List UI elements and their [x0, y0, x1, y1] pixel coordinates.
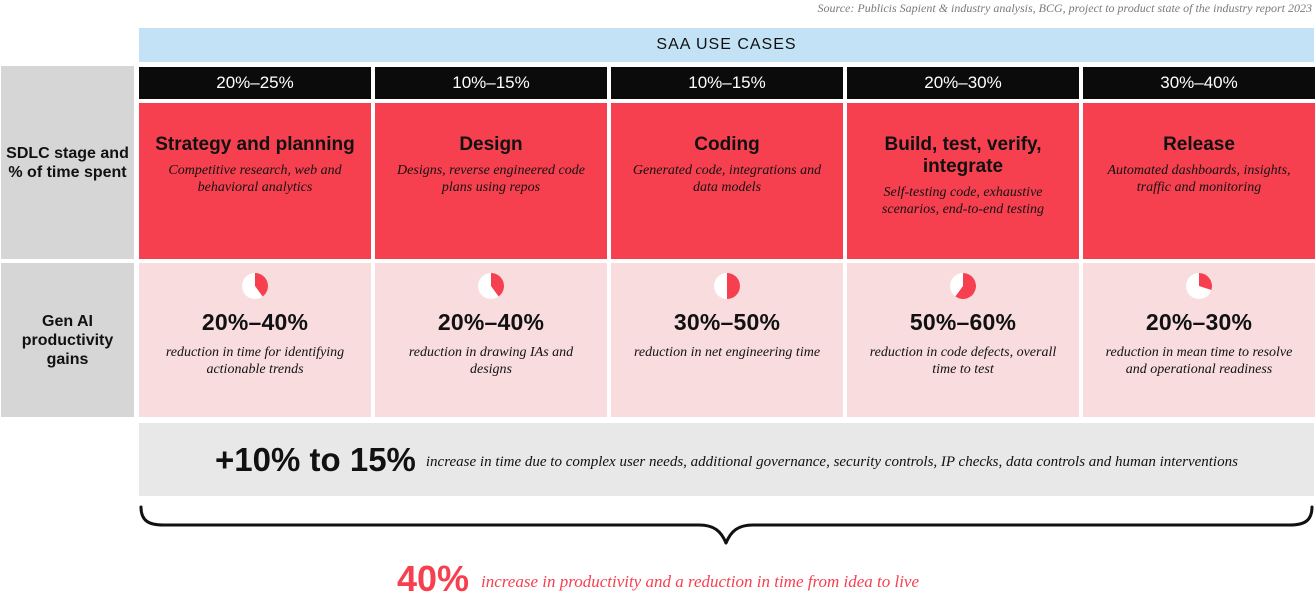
gain-card: 20%–40% reduction in drawing IAs and des… [375, 263, 607, 417]
gain-description: reduction in code defects, overall time … [869, 345, 1057, 377]
stage-description: Competitive research, web and behavioral… [168, 163, 342, 195]
pie-chart-icon [242, 273, 268, 299]
pie-chart-icon [714, 273, 740, 299]
gain-card: 20%–30% reduction in mean time to resolv… [1083, 263, 1315, 417]
time-spent-percent: 10%–15% [375, 67, 607, 99]
stage-title: Design [459, 134, 523, 155]
stage-card: Design Designs, reverse engineered code … [375, 103, 607, 259]
pie-slice [955, 273, 976, 299]
stage-title: Release [1163, 134, 1235, 155]
stage-card: Release Automated dashboards, insights, … [1083, 103, 1315, 259]
stage-card: Strategy and planning Competitive resear… [139, 103, 371, 259]
use-cases-header: SAA USE CASES [139, 28, 1314, 62]
time-spent-percent: 20%–30% [847, 67, 1079, 99]
gain-card: 20%–40% reduction in time for identifyin… [139, 263, 371, 417]
gain-value: 20%–40% [201, 309, 309, 335]
gain-card: 50%–60% reduction in code defects, overa… [847, 263, 1079, 417]
pie-slice [491, 273, 504, 297]
gain-value: 20%–30% [1145, 309, 1253, 335]
gain-value: 50%–60% [909, 309, 1017, 335]
productivity-summary: 40% increase in productivity and a reduc… [0, 558, 1316, 599]
stage-card: Build, test, verify, integrate Self-test… [847, 103, 1079, 259]
gain-card: 30%–50% reduction in net engineering tim… [611, 263, 843, 417]
productivity-value: 40% [396, 558, 470, 599]
pie-slice [1199, 273, 1212, 291]
gain-value: 30%–50% [673, 309, 781, 335]
stage-title: Build, test, verify, integrate [884, 134, 1042, 177]
stage-title: Strategy and planning [155, 134, 355, 155]
stage-description: Automated dashboards, insights, traffic … [1107, 163, 1291, 195]
stage-description: Designs, reverse engineered code plans u… [397, 163, 585, 195]
stage-description: Self-testing code, exhaustive scenarios,… [881, 185, 1045, 217]
gain-description: reduction in mean time to resolve and op… [1105, 345, 1293, 377]
pie-slice [255, 273, 268, 297]
time-spent-percent: 10%–15% [611, 67, 843, 99]
source-note: Source: Publicis Sapient & industry anal… [817, 1, 1312, 15]
row-label-sdlc-stage: SDLC stage and % of time spent [1, 66, 134, 259]
time-spent-percent: 30%–40% [1083, 67, 1315, 99]
time-increase-banner: +10% to 15% increase in time due to comp… [139, 423, 1314, 496]
stage-description: Generated code, integrations and data mo… [632, 163, 822, 195]
time-spent-percent: 20%–25% [139, 67, 371, 99]
productivity-text: increase in productivity and a reduction… [481, 572, 920, 591]
time-increase-value: +10% to 15% [215, 440, 416, 478]
time-increase-text: increase in time due to complex user nee… [425, 454, 1238, 470]
pie-slice [727, 273, 740, 299]
gain-description: reduction in drawing IAs and designs [408, 345, 574, 377]
gain-value: 20%–40% [437, 309, 545, 335]
stage-card: Coding Generated code, integrations and … [611, 103, 843, 259]
row-label-productivity-gains: Gen AI productivity gains [1, 263, 134, 417]
pie-chart-icon [478, 273, 504, 299]
stage-title: Coding [694, 134, 760, 155]
gain-description: reduction in time for identifying action… [165, 345, 345, 377]
curly-brace-icon [139, 505, 1314, 545]
pie-chart-icon [950, 273, 976, 299]
pie-chart-icon [1186, 273, 1212, 299]
gain-description: reduction in net engineering time [633, 345, 821, 360]
